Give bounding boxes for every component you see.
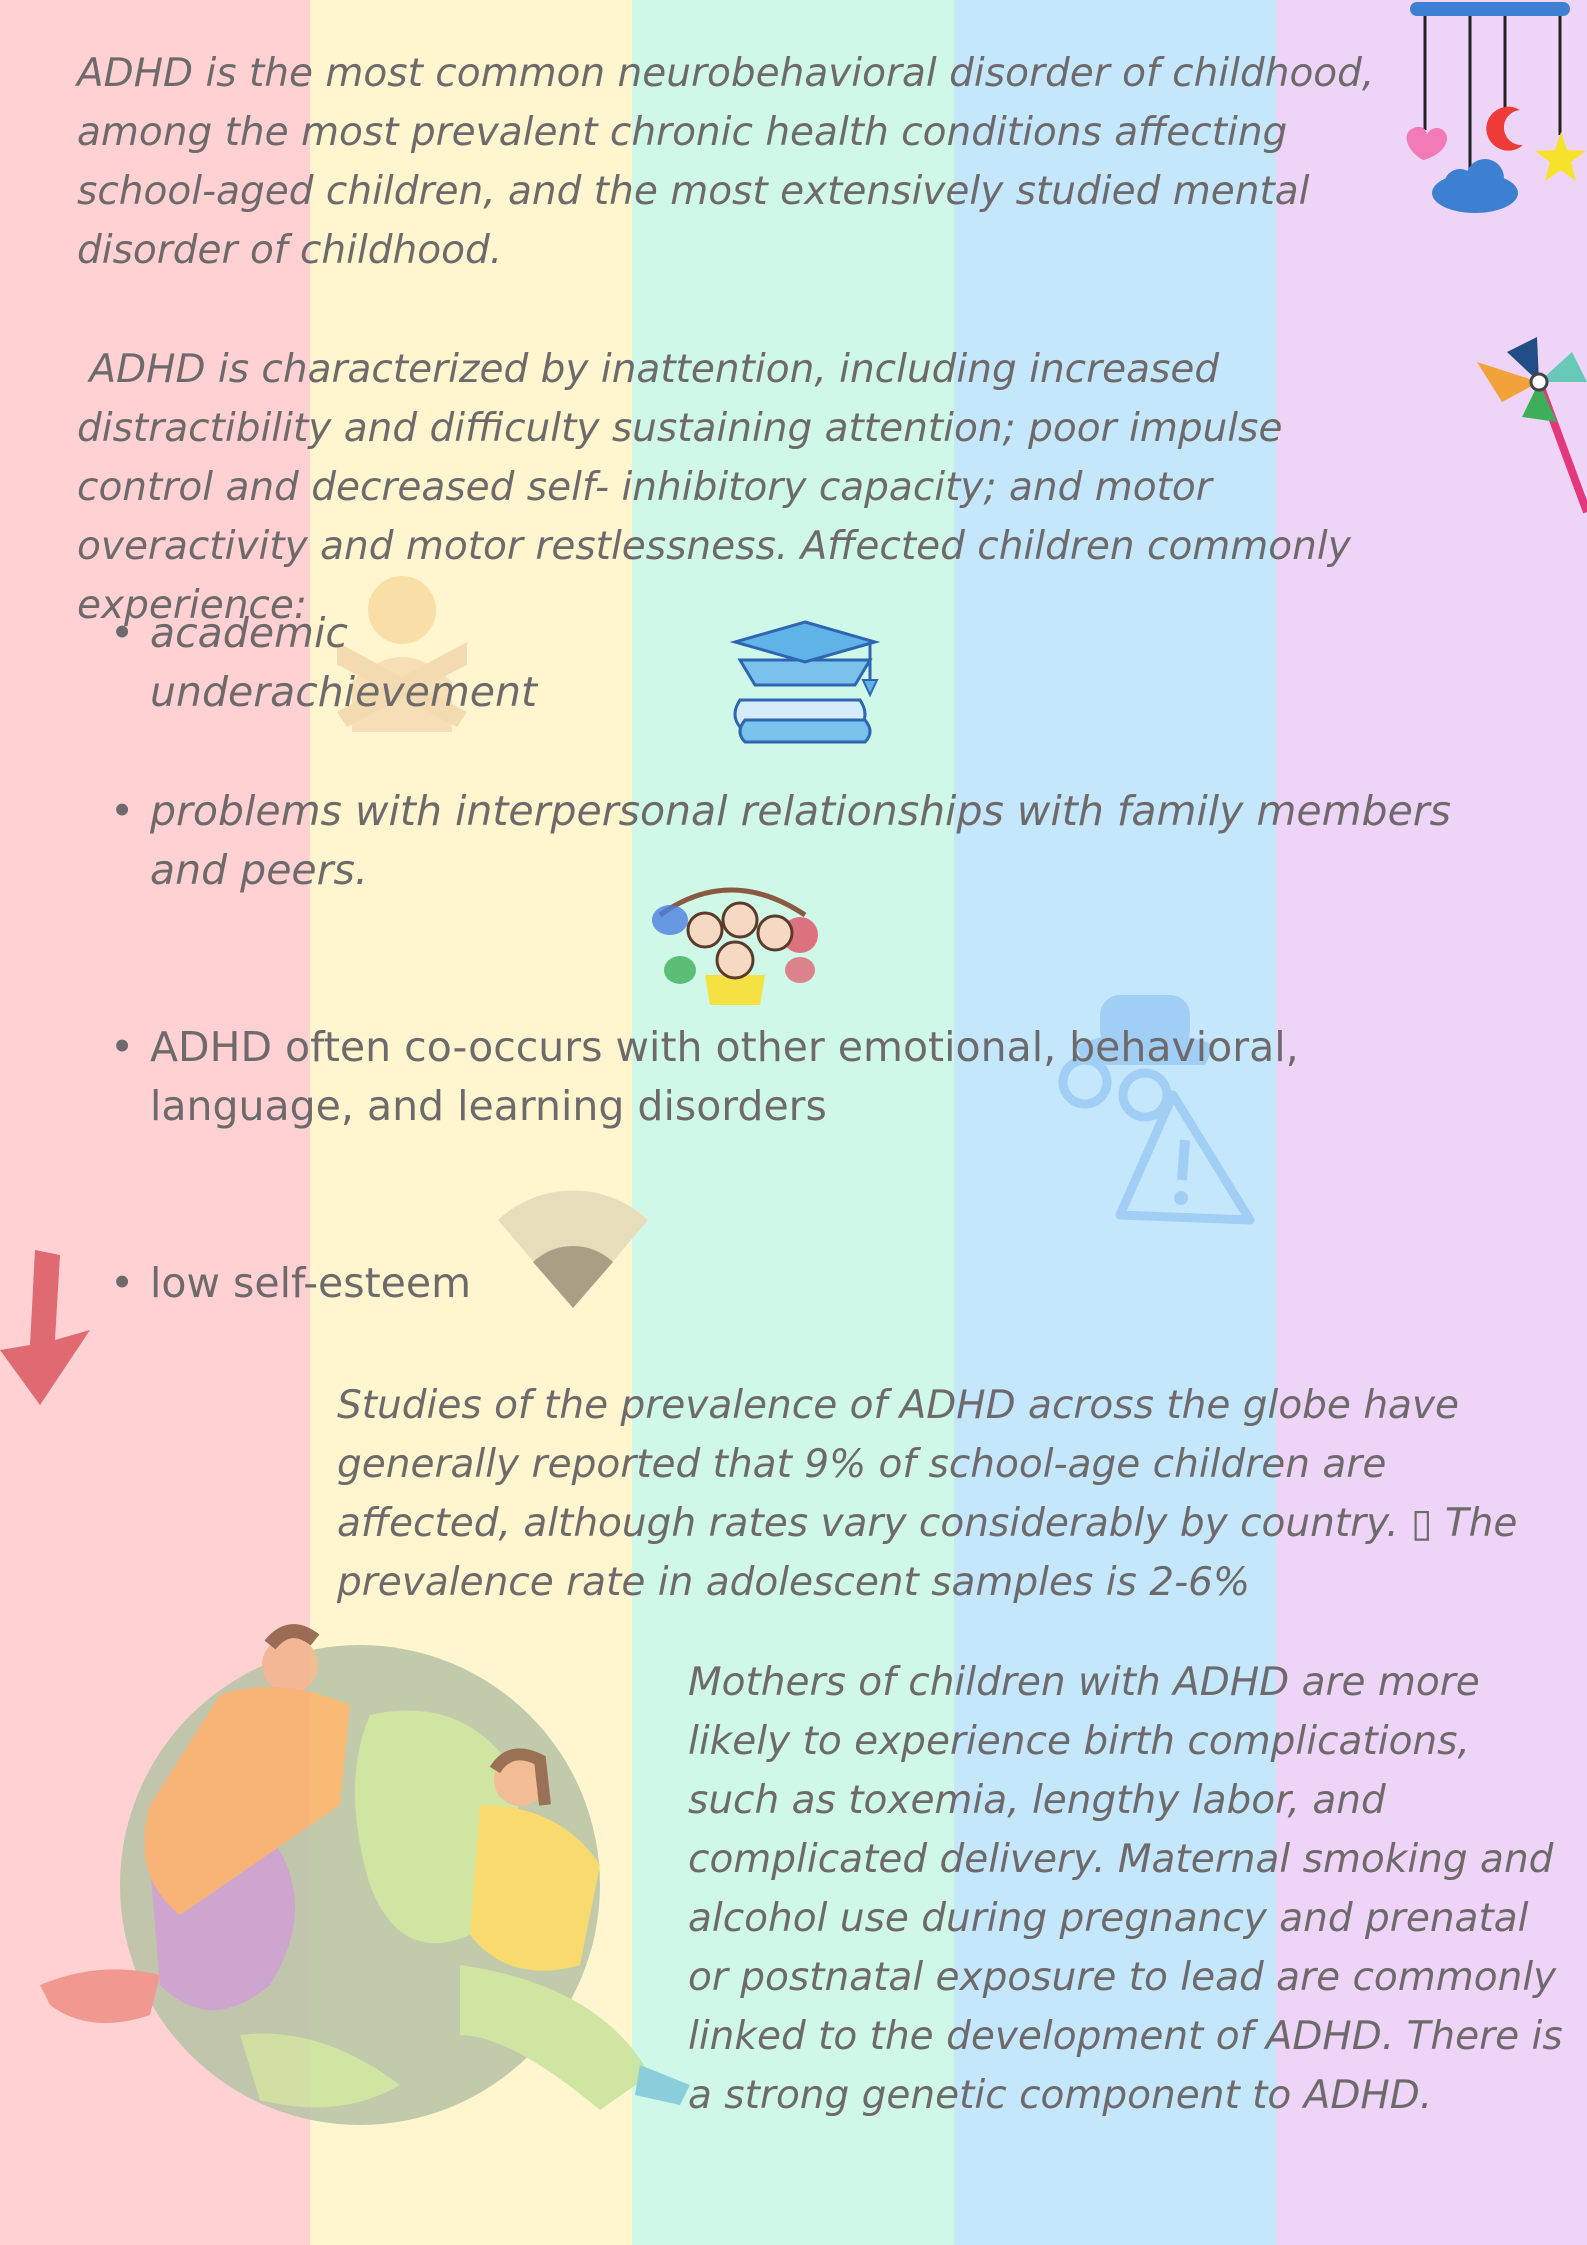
list-item: • ADHD often co-occurs with other emotion… bbox=[110, 1018, 1490, 1136]
spy-warning-icon bbox=[1058, 995, 1255, 1225]
prevalence-paragraph: Studies of the prevalence of ADHD across… bbox=[337, 1383, 1518, 1605]
graduation-books-icon bbox=[730, 620, 880, 744]
list-item: • problems with interpersonal relationshi… bbox=[110, 782, 1470, 900]
list-item-text: low self-esteem bbox=[150, 1259, 472, 1307]
crossed-arms-person-icon bbox=[337, 576, 467, 732]
pie-slice-icon bbox=[498, 1190, 648, 1308]
down-arrow-icon bbox=[0, 1250, 90, 1405]
stripe-green bbox=[632, 0, 954, 2245]
list-item-text: ADHD often co-occurs with other emotiona… bbox=[150, 1023, 1299, 1130]
characteristics-paragraph: ADHD is characterized by inattention, in… bbox=[77, 347, 1364, 628]
pinwheel-icon bbox=[1477, 337, 1587, 514]
baby-mobile-icon bbox=[1406, 2, 1586, 213]
list-item-text: problems with interpersonal relationship… bbox=[150, 787, 1452, 894]
list-item-text: academic underachievement bbox=[150, 609, 538, 716]
hugging-globe-illustration bbox=[40, 1624, 690, 2125]
list-item: • academic underachievement bbox=[110, 604, 730, 722]
intro-paragraph: ADHD is the most common neurobehavioral … bbox=[77, 51, 1375, 273]
list-item: • low self-esteem bbox=[110, 1254, 710, 1313]
children-group-icon bbox=[652, 887, 818, 1005]
causes-paragraph: Mothers of children with ADHD are more l… bbox=[688, 1660, 1563, 2118]
stripe-blue bbox=[954, 0, 1276, 2245]
